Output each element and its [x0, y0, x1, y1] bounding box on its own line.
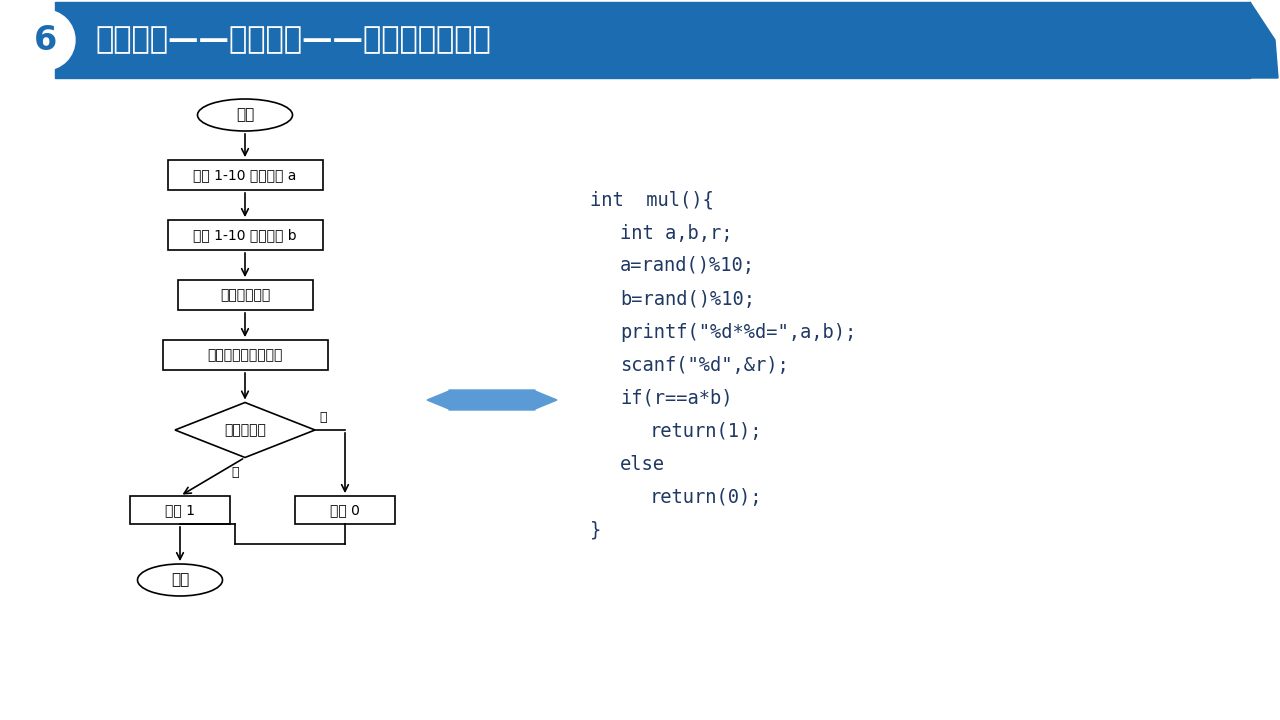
Text: 6: 6	[33, 24, 56, 56]
Text: 答题正确否: 答题正确否	[224, 423, 266, 437]
Text: return(1);: return(1);	[650, 421, 763, 441]
Bar	[168, 160, 323, 190]
Text: int  mul(){: int mul(){	[590, 191, 714, 210]
Bar	[168, 220, 323, 250]
Polygon shape	[175, 402, 315, 457]
Circle shape	[15, 10, 76, 70]
Polygon shape	[1251, 2, 1277, 78]
Ellipse shape	[197, 99, 293, 131]
Text: 真: 真	[232, 466, 239, 479]
Text: 返回 1: 返回 1	[165, 503, 195, 517]
Bar	[294, 496, 396, 524]
Text: 输出显示题目: 输出显示题目	[220, 288, 270, 302]
Bar	[163, 340, 328, 370]
Bar	[131, 496, 230, 524]
Bar	[178, 280, 312, 310]
Text: 产生 1-10 的随机数 b: 产生 1-10 的随机数 b	[193, 228, 297, 242]
Text: 系统设计——详细设计——乘法题模块设计: 系统设计——详细设计——乘法题模块设计	[95, 25, 490, 55]
Text: }: }	[590, 521, 602, 539]
Text: 开始: 开始	[236, 107, 255, 122]
Text: b=rand()%10;: b=rand()%10;	[620, 289, 755, 308]
Text: scanf("%d",&r);: scanf("%d",&r);	[620, 356, 788, 374]
Text: 结束: 结束	[170, 572, 189, 588]
Text: if(r==a*b): if(r==a*b)	[620, 389, 732, 408]
Text: 返回 0: 返回 0	[330, 503, 360, 517]
Text: else: else	[620, 454, 666, 474]
Text: a=rand()%10;: a=rand()%10;	[620, 256, 755, 276]
Text: printf("%d*%d=",a,b);: printf("%d*%d=",a,b);	[620, 323, 856, 341]
Text: return(0);: return(0);	[650, 487, 763, 506]
Ellipse shape	[137, 564, 223, 596]
Text: int a,b,r;: int a,b,r;	[620, 223, 732, 243]
Text: 产生 1-10 的随机数 a: 产生 1-10 的随机数 a	[193, 168, 297, 182]
Polygon shape	[55, 2, 1251, 78]
Polygon shape	[428, 390, 557, 410]
Text: 接收测试者答题数据: 接收测试者答题数据	[207, 348, 283, 362]
Text: 假: 假	[319, 411, 326, 424]
